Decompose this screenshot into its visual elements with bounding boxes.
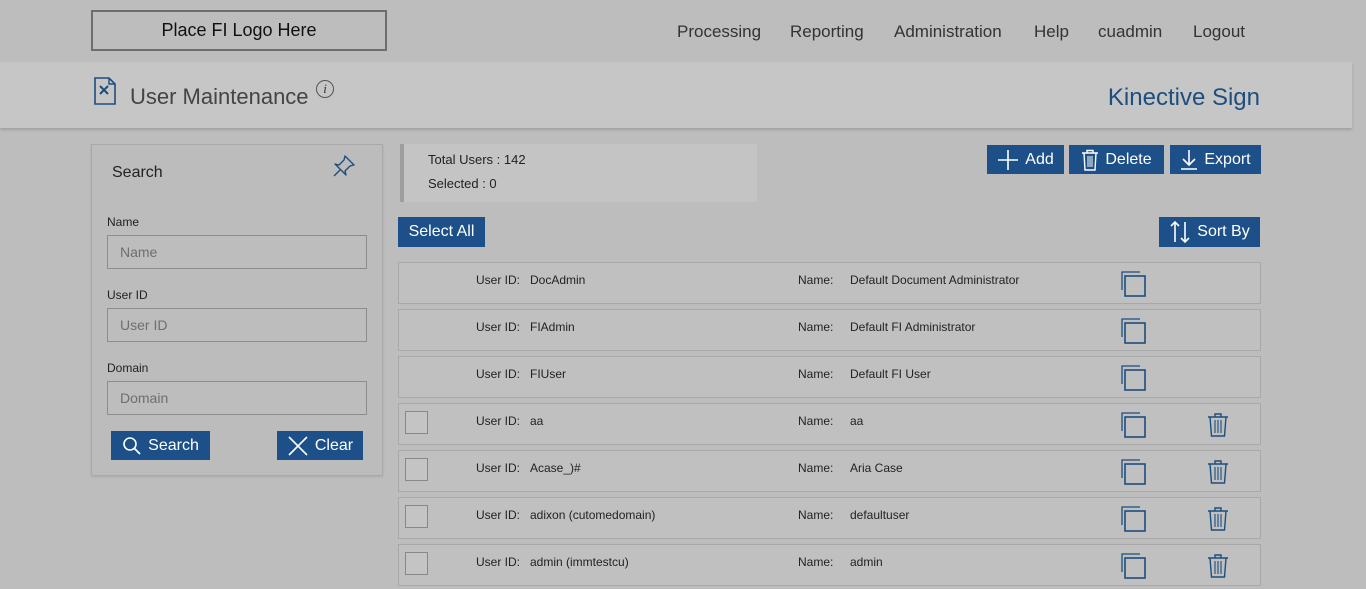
user-maintenance-document-icon [93,76,117,111]
user-id-value: Acase_)# [530,461,581,475]
user-id-input[interactable] [107,308,367,342]
user-name-value: Default Document Administrator [850,273,1020,287]
user-id-value: FIUser [530,367,566,381]
user-row[interactable]: User ID: FIUser Name: Default FI User [398,356,1261,398]
user-id-value: aa [530,414,544,428]
select-all-button[interactable]: Select All [398,217,485,247]
copy-icon[interactable] [1120,552,1148,585]
delete-row-trash-icon[interactable] [1207,412,1229,443]
name-field-label: Name: [798,273,834,287]
copy-icon[interactable] [1120,317,1148,350]
row-checkbox[interactable] [405,505,428,528]
pin-icon[interactable] [331,153,357,184]
user-row[interactable]: User ID: Acase_)# Name: Aria Case [398,450,1261,492]
plus-icon [998,149,1019,170]
user-row[interactable]: User ID: adixon (cutomedomain) Name: def… [398,497,1261,539]
name-field-label: Name: [798,461,834,475]
row-checkbox[interactable] [405,552,428,575]
name-field-label: Name: [798,320,834,334]
nav-user-account[interactable]: cuadmin [1098,22,1163,41]
search-panel: Search Name User ID Domain Search Clear [91,144,383,476]
copy-icon[interactable] [1120,270,1148,303]
nav-administration[interactable]: Administration [894,22,1002,41]
close-icon [288,435,308,456]
user-row[interactable]: User ID: DocAdmin Name: Default Document… [398,262,1261,304]
add-button-label: Add [1025,150,1054,168]
search-button-label: Search [148,436,199,454]
add-button[interactable]: Add [987,145,1064,174]
user-row[interactable]: User ID: admin (immtestcu) Name: admin [398,544,1261,586]
clear-button-label: Clear [314,436,354,454]
total-users-count: Total Users : 142 [428,152,526,167]
domain-label: Domain [107,361,149,375]
copy-icon[interactable] [1120,364,1148,397]
search-button[interactable]: Search [111,431,210,460]
name-field-label: Name: [798,555,834,569]
user-row[interactable]: User ID: aa Name: aa [398,403,1261,445]
domain-input[interactable] [107,381,367,415]
search-panel-title: Search [112,164,163,181]
name-field-label: Name: [798,414,834,428]
user-name-value: defaultuser [850,508,910,522]
user-id-field-label: User ID: [476,273,521,287]
delete-button[interactable]: Delete [1069,145,1164,174]
nav-processing[interactable]: Processing [677,22,762,41]
fi-logo-placeholder: Place FI Logo Here [91,10,387,51]
download-icon [1181,149,1198,170]
copy-icon[interactable] [1120,505,1148,538]
user-id-label: User ID [107,288,148,302]
user-name-value: admin [850,555,883,569]
row-checkbox[interactable] [405,411,428,434]
user-id-field-label: User ID: [476,414,521,428]
user-name-value: Default FI User [850,367,931,381]
top-bar: Place FI Logo Here Processing Reporting … [0,0,1366,62]
user-id-value: adixon (cutomedomain) [530,508,656,522]
name-label: Name [107,215,140,229]
delete-row-trash-icon[interactable] [1207,506,1229,537]
clear-button[interactable]: Clear [277,431,363,460]
copy-icon[interactable] [1120,411,1148,444]
user-id-field-label: User ID: [476,367,521,381]
delete-button-label: Delete [1105,150,1152,168]
sort-by-button[interactable]: Sort By [1159,217,1260,247]
user-count-summary: Total Users : 142 Selected : 0 [400,144,757,202]
name-input[interactable] [107,235,367,269]
name-field-label: Name: [798,367,834,381]
nav-reporting[interactable]: Reporting [790,22,864,41]
search-icon [123,436,141,455]
user-id-value: DocAdmin [530,273,586,287]
trash-icon [1082,149,1099,171]
user-id-field-label: User ID: [476,320,521,334]
nav-logout[interactable]: Logout [1193,22,1245,41]
user-id-field-label: User ID: [476,555,521,569]
export-button-label: Export [1204,150,1251,168]
nav-help[interactable]: Help [1034,22,1069,41]
export-button[interactable]: Export [1170,145,1261,174]
name-field-label: Name: [798,508,834,522]
selected-count: Selected : 0 [428,176,497,191]
sort-icon [1170,220,1190,244]
row-checkbox[interactable] [405,458,428,481]
user-row[interactable]: User ID: FIAdmin Name: Default FI Admini… [398,309,1261,351]
sort-by-button-label: Sort By [1197,223,1250,240]
user-id-field-label: User ID: [476,508,521,522]
user-id-field-label: User ID: [476,461,521,475]
user-id-value: admin (immtestcu) [530,555,629,569]
user-name-value: Default FI Administrator [850,320,976,334]
product-brand: Kinective Sign [1107,84,1260,111]
copy-icon[interactable] [1120,458,1148,491]
page-title: User Maintenance [130,84,309,109]
delete-row-trash-icon[interactable] [1207,459,1229,490]
delete-row-trash-icon[interactable] [1207,553,1229,584]
user-name-value: aa [850,414,864,428]
info-icon[interactable]: i [316,80,334,98]
user-id-value: FIAdmin [530,320,575,334]
user-name-value: Aria Case [850,461,903,475]
title-band [0,62,1352,128]
